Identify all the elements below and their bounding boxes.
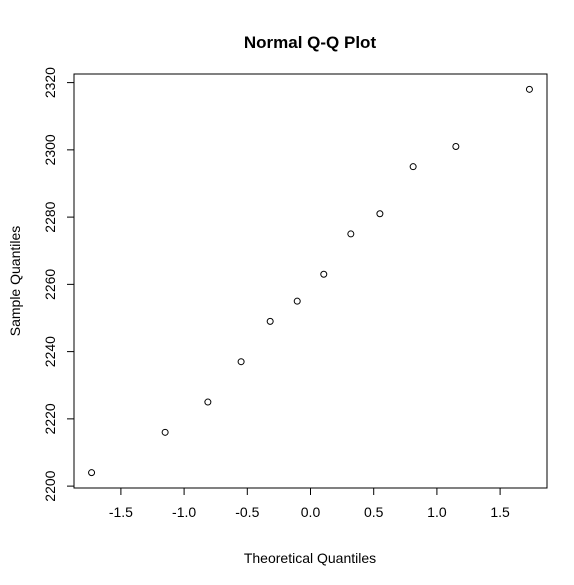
x-tick-label: 1.0: [427, 504, 447, 520]
point: [204, 398, 212, 406]
point: [293, 297, 301, 305]
point: [161, 428, 169, 436]
point: [347, 230, 355, 238]
y-tick-label: 2320: [42, 67, 58, 98]
point: [266, 317, 274, 325]
y-tick-label: 2300: [42, 134, 58, 165]
y-tick-label: 2280: [42, 201, 58, 232]
point: [320, 270, 328, 278]
point: [88, 469, 96, 477]
chart-title: Normal Q-Q Plot: [244, 33, 377, 52]
y-tick-label: 2200: [42, 470, 58, 501]
x-axis-label: Theoretical Quantiles: [244, 550, 376, 566]
x-tick-label: 0.0: [301, 504, 321, 520]
y-axis-label: Sample Quantiles: [7, 226, 23, 337]
x-tick-label: 1.5: [490, 504, 510, 520]
point: [409, 163, 417, 171]
y-tick-label: 2240: [42, 336, 58, 367]
y-tick-label: 2220: [42, 403, 58, 434]
y-tick-label: 2260: [42, 269, 58, 300]
point: [376, 210, 384, 218]
point: [237, 358, 245, 366]
x-tick-label: 0.5: [364, 504, 384, 520]
point: [452, 142, 460, 150]
x-tick-label: -1.0: [172, 504, 196, 520]
point: [525, 85, 533, 93]
x-tick-label: -0.5: [235, 504, 259, 520]
x-tick-label: -1.5: [109, 504, 133, 520]
